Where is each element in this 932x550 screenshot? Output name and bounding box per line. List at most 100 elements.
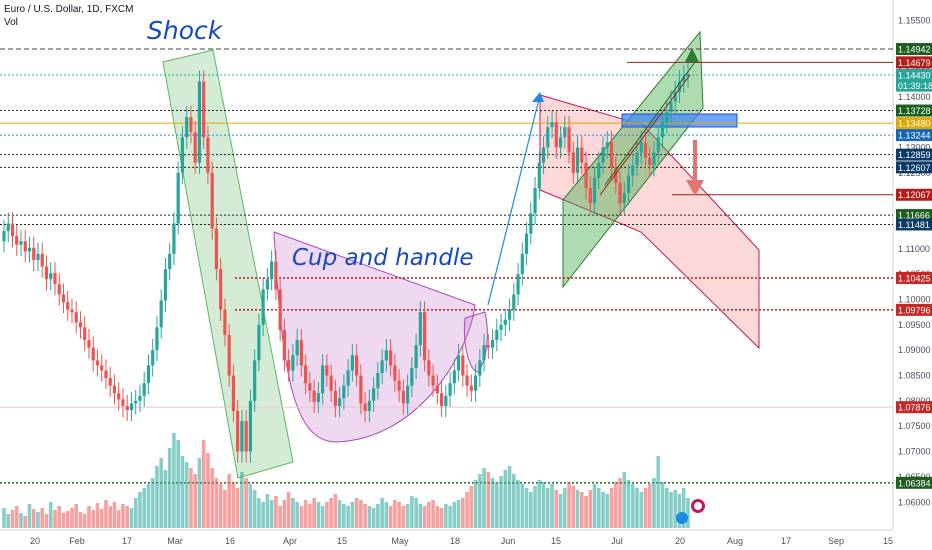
volume-bar — [231, 482, 236, 528]
volume-bar — [53, 510, 57, 528]
volume-bar — [354, 498, 359, 528]
volume-bar — [193, 474, 197, 528]
candle-body — [529, 213, 533, 234]
volume-bar — [376, 504, 380, 528]
volume-bar — [197, 458, 202, 528]
candle-body — [134, 400, 138, 404]
volume-bar — [431, 500, 435, 528]
candle-body — [393, 365, 397, 381]
candle-body — [206, 137, 210, 173]
volume-bar — [44, 514, 49, 528]
volume-bar — [257, 498, 261, 528]
candle-body — [333, 390, 337, 406]
volume-bar — [435, 506, 440, 528]
volume-bar — [660, 482, 665, 528]
candle-body — [214, 228, 219, 270]
volume-bar — [104, 500, 108, 528]
volume-bar — [388, 506, 393, 528]
candle-body — [643, 142, 648, 158]
y-tick-label: 1.08500 — [898, 371, 931, 381]
candle-body — [142, 383, 146, 396]
candle-body — [448, 383, 452, 396]
price-badge — [896, 148, 932, 161]
volume-bar — [550, 484, 554, 528]
volume-bar — [681, 488, 686, 528]
candle-body — [580, 147, 584, 163]
volume-bar — [240, 472, 244, 528]
candle-body — [91, 347, 95, 361]
price-badge — [896, 188, 932, 201]
volume-bar — [618, 478, 622, 528]
volume-bar — [95, 503, 100, 528]
candle-body — [61, 294, 66, 303]
candle-body — [15, 236, 19, 245]
candle-body — [27, 247, 32, 252]
price-badge-label: 1.14430 — [898, 70, 931, 80]
volume-bar — [308, 504, 312, 528]
candle-body — [575, 147, 580, 173]
candle-body — [482, 345, 486, 361]
price-badge — [896, 104, 932, 117]
volume-bar — [512, 474, 516, 528]
volume-bar — [57, 506, 62, 528]
candle-body — [146, 365, 151, 384]
candle-body — [410, 367, 414, 386]
volume-bar — [575, 490, 580, 528]
y-tick-label: 1.13000 — [898, 142, 931, 152]
volume-bar — [588, 490, 593, 528]
volume-bar — [478, 474, 482, 528]
volume-bar — [461, 498, 465, 528]
volume-bar — [533, 486, 537, 528]
candle-body — [512, 294, 516, 310]
candle-body — [295, 340, 299, 356]
y-tick-label: 1.10000 — [898, 295, 931, 305]
candle-body — [435, 385, 439, 394]
candle-body — [389, 350, 393, 366]
candle-body — [486, 345, 490, 348]
volume-bar — [61, 513, 66, 528]
candle-body — [104, 370, 108, 379]
candle-body — [652, 152, 656, 166]
price-badge — [896, 56, 932, 69]
candle-body — [490, 340, 495, 348]
volume-bar — [206, 453, 210, 528]
candles — [2, 62, 690, 463]
candle-body — [44, 266, 49, 280]
volume-bar — [371, 508, 376, 528]
volume-bar — [138, 492, 142, 528]
volume-bar — [601, 492, 605, 528]
candle-body — [605, 142, 609, 148]
candle-body — [316, 393, 320, 402]
candle-body — [36, 253, 40, 260]
symbol-title: Euro / U.S. Dollar, 1D, FXCM — [4, 4, 134, 15]
volume-bar — [669, 492, 673, 528]
candle-body — [563, 127, 567, 138]
x-tick-label: Feb — [69, 536, 85, 546]
volume-bar — [456, 500, 461, 528]
candle-body — [87, 340, 91, 348]
volume-bar — [274, 496, 278, 528]
volume-bar — [363, 504, 367, 528]
candle-body — [23, 241, 27, 252]
volume-bar — [639, 492, 644, 528]
event-icon — [676, 512, 688, 524]
volume-bar — [367, 506, 372, 528]
price-badge-label: 1.12607 — [898, 163, 931, 173]
candle-body — [431, 375, 435, 386]
candle-body — [219, 269, 223, 310]
volume-bar — [495, 482, 499, 528]
volume-bar — [673, 490, 678, 528]
y-tick-label: 1.14000 — [898, 92, 931, 102]
volume-bar — [125, 506, 130, 528]
candle-body — [660, 122, 665, 138]
volume-bar — [677, 494, 682, 528]
candle-body — [473, 375, 478, 391]
volume-bar — [609, 488, 614, 528]
volume-bar — [87, 506, 91, 528]
volume-bar — [401, 506, 406, 528]
candle-body — [282, 329, 286, 361]
candle-body — [125, 405, 129, 411]
candle-body — [452, 370, 456, 384]
candle-body — [677, 81, 682, 92]
